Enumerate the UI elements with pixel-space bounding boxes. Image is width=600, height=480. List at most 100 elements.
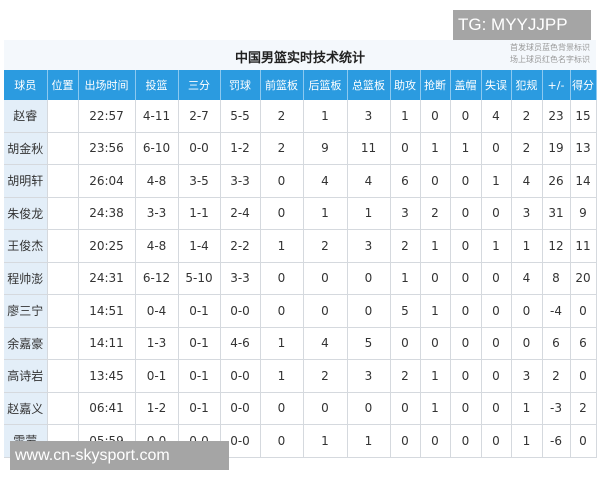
- stat-cell: [47, 100, 79, 133]
- stat-cell: 0: [481, 327, 512, 360]
- column-header: 罚球: [220, 70, 261, 100]
- stat-cell: 2-2: [220, 229, 261, 263]
- stat-cell: 0: [511, 294, 543, 328]
- stat-cell: 0: [420, 164, 451, 198]
- stat-cell: 4: [347, 164, 391, 198]
- column-header: 助攻: [390, 70, 421, 100]
- stat-cell: 11: [347, 132, 391, 165]
- watermark-top: TG: MYYJJPP: [453, 10, 591, 40]
- stat-cell: 0: [303, 262, 348, 295]
- column-header: 犯规: [511, 70, 543, 100]
- stat-cell: 24:31: [78, 262, 136, 295]
- stat-cell: 0: [420, 262, 451, 295]
- stat-cell: 13: [570, 132, 597, 165]
- stat-cell: 1: [481, 229, 512, 263]
- stat-cell: 0-1: [178, 294, 221, 328]
- stat-cell: 1: [347, 197, 391, 230]
- stat-cell: 0-1: [178, 392, 221, 425]
- stat-cell: 12: [542, 229, 571, 263]
- stat-cell: 0: [303, 392, 348, 425]
- stat-cell: 0: [390, 132, 421, 165]
- stat-cell: 5: [347, 327, 391, 360]
- stat-cell: 3: [511, 359, 543, 393]
- stat-cell: 0: [481, 294, 512, 328]
- column-header: 得分: [570, 70, 597, 100]
- stat-cell: 0: [390, 392, 421, 425]
- stat-cell: 5-5: [220, 100, 261, 133]
- stat-cell: 1: [511, 229, 543, 263]
- table-row: 胡金秋 23:56 6-10 0-0 1-2 2 9 11 0 1 1 0 2 19 13: [4, 132, 597, 165]
- stat-cell: 6: [542, 327, 571, 360]
- stat-cell: 2: [420, 197, 451, 230]
- stat-cell: 0-0: [220, 294, 261, 328]
- player-name: 赵睿: [4, 100, 48, 133]
- stat-cell: 0: [260, 262, 304, 295]
- stat-cell: 3: [347, 229, 391, 263]
- stat-cell: 4: [481, 100, 512, 133]
- stat-cell: 1: [420, 359, 451, 393]
- column-header: 抢断: [420, 70, 451, 100]
- stat-cell: 6: [570, 327, 597, 360]
- stat-cell: 0: [450, 164, 482, 198]
- column-header: 三分: [178, 70, 221, 100]
- stat-cell: 2: [303, 229, 348, 263]
- stat-cell: 0: [450, 327, 482, 360]
- stat-cell: 0: [481, 424, 512, 458]
- stat-cell: 0: [481, 359, 512, 393]
- table-row: 高诗岩 13:45 0-1 0-1 0-0 1 2 3 2 1 0 0 3 2 0: [4, 359, 597, 393]
- stat-cell: 3: [511, 197, 543, 230]
- stat-cell: 8: [542, 262, 571, 295]
- stat-cell: 2-4: [220, 197, 261, 230]
- stat-cell: 14:51: [78, 294, 136, 328]
- stat-cell: 0: [347, 262, 391, 295]
- stat-cell: 24:38: [78, 197, 136, 230]
- stat-cell: [47, 132, 79, 165]
- stat-cell: 6-10: [135, 132, 179, 165]
- stat-cell: [47, 294, 79, 328]
- stat-cell: 0: [481, 197, 512, 230]
- stat-cell: 1-1: [178, 197, 221, 230]
- stat-cell: 0: [420, 424, 451, 458]
- stat-cell: 4: [303, 164, 348, 198]
- stat-cell: 2-7: [178, 100, 221, 133]
- stat-cell: 9: [570, 197, 597, 230]
- column-header: +/-: [542, 70, 571, 100]
- stat-cell: 1: [420, 392, 451, 425]
- stat-cell: 2: [390, 359, 421, 393]
- stat-cell: 2: [511, 100, 543, 133]
- stat-cell: -6: [542, 424, 571, 458]
- stat-cell: [47, 327, 79, 360]
- stat-cell: 3-5: [178, 164, 221, 198]
- stat-cell: 1: [260, 359, 304, 393]
- column-header: 后篮板: [303, 70, 348, 100]
- stat-cell: 2: [260, 132, 304, 165]
- stat-cell: 3: [347, 100, 391, 133]
- stat-cell: 1: [511, 424, 543, 458]
- player-name: 余嘉豪: [4, 327, 48, 360]
- column-header: 球员: [4, 70, 48, 100]
- column-header: 前篮板: [260, 70, 304, 100]
- stat-cell: 1: [481, 164, 512, 198]
- stat-cell: 1: [303, 424, 348, 458]
- player-name: 赵嘉义: [4, 392, 48, 425]
- stat-cell: 3-3: [220, 262, 261, 295]
- stat-cell: -4: [542, 294, 571, 328]
- stat-cell: 1: [420, 229, 451, 263]
- player-name: 高诗岩: [4, 359, 48, 393]
- stat-cell: 0: [570, 359, 597, 393]
- table-row: 程帅澎 24:31 6-12 5-10 3-3 0 0 0 1 0 0 0 4 8 20: [4, 262, 597, 295]
- legend-line-starters: 首发球员蓝色背景标识: [510, 43, 590, 52]
- stat-cell: 2: [390, 229, 421, 263]
- stat-cell: [47, 197, 79, 230]
- stat-cell: 4-11: [135, 100, 179, 133]
- stat-cell: 2: [260, 100, 304, 133]
- stat-cell: 0: [260, 294, 304, 328]
- table-title: 中国男篮实时技术统计: [234, 51, 365, 66]
- stat-cell: 31: [542, 197, 571, 230]
- stat-cell: 2: [511, 132, 543, 165]
- stat-cell: 4-6: [220, 327, 261, 360]
- stat-cell: 4-8: [135, 164, 179, 198]
- stat-cell: [47, 359, 79, 393]
- stat-cell: 0: [390, 327, 421, 360]
- stat-cell: 0: [450, 262, 482, 295]
